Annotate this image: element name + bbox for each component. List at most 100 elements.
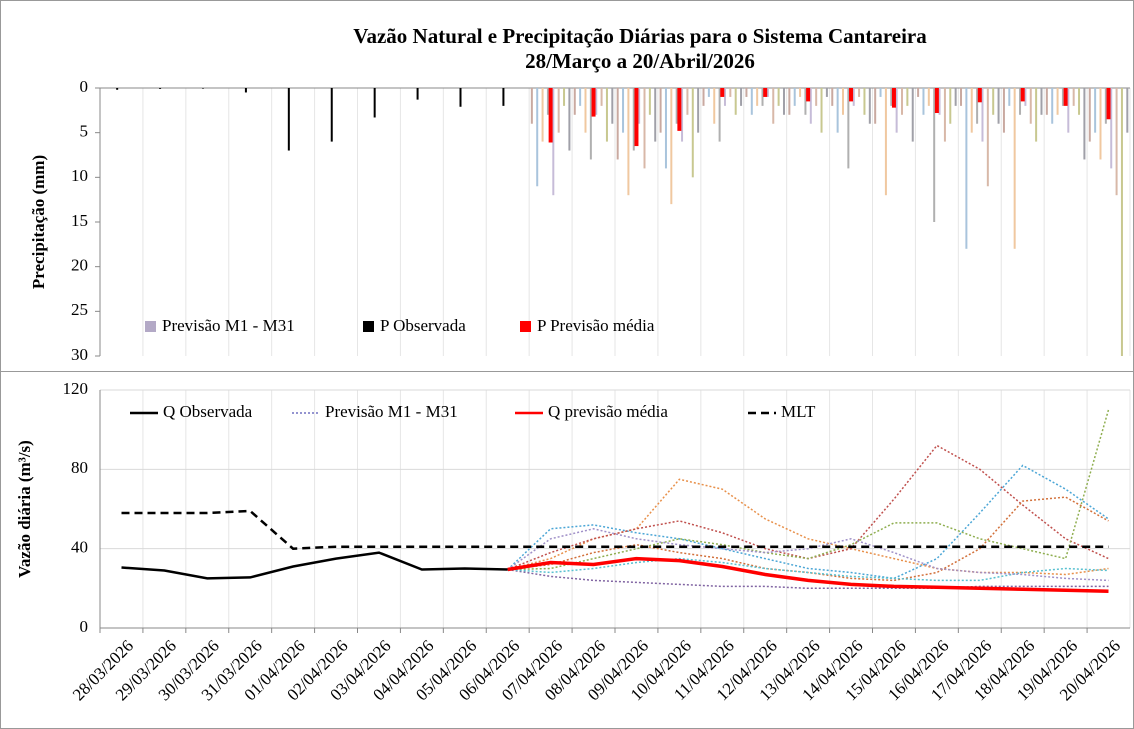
ensemble-line xyxy=(507,557,1109,582)
legend-swatch xyxy=(520,321,531,332)
ensemble-bar xyxy=(938,88,941,115)
ensemble-bar xyxy=(906,88,909,106)
ensemble-bar xyxy=(986,88,989,187)
ensemble-bar xyxy=(1024,88,1027,106)
ensemble-bar xyxy=(874,88,877,124)
observed-bar xyxy=(416,88,419,100)
ensemble-bar xyxy=(858,88,861,97)
y-tick-label: 5 xyxy=(80,122,89,141)
ensemble-bar xyxy=(729,88,732,97)
ensemble-bar xyxy=(611,88,614,124)
ensemble-line xyxy=(507,496,1109,582)
ensemble-bar xyxy=(670,88,673,205)
ensemble-bar xyxy=(718,88,721,142)
ensemble-bar xyxy=(1104,88,1107,124)
mean-bar xyxy=(1063,88,1068,106)
series-line xyxy=(121,551,508,580)
ensemble-bar xyxy=(622,88,625,133)
ensemble-bar xyxy=(536,88,539,187)
observed-bar xyxy=(502,88,505,106)
ensemble-bar xyxy=(675,88,678,124)
mean-bar xyxy=(763,88,768,97)
observed-bar xyxy=(244,88,247,93)
legend-swatch xyxy=(363,321,374,332)
legend-label: Previsão M1 - M31 xyxy=(162,316,295,335)
ensemble-bar xyxy=(589,88,592,160)
legend-label: P Previsão média xyxy=(537,316,655,335)
ensemble-bar xyxy=(922,88,925,115)
y-tick-label: 30 xyxy=(71,345,88,364)
ensemble-bar xyxy=(654,88,657,142)
ensemble-bar xyxy=(600,88,603,106)
ensemble-bar xyxy=(890,88,893,106)
ensemble-bar xyxy=(686,88,689,115)
ensemble-line xyxy=(507,568,1109,590)
ensemble-bar xyxy=(1088,88,1091,142)
y-tick-label: 15 xyxy=(71,211,88,230)
ensemble-bar xyxy=(799,88,802,97)
ensemble-bar xyxy=(1083,88,1086,160)
ensemble-bar xyxy=(1078,88,1081,115)
legend-label: Q Observada xyxy=(163,402,253,421)
legend-swatch xyxy=(145,321,156,332)
ensemble-bar xyxy=(1056,88,1059,115)
ensemble-bar xyxy=(632,88,635,151)
ensemble-bar xyxy=(772,88,775,124)
ensemble-bar xyxy=(960,88,963,106)
ensemble-line xyxy=(507,444,1109,571)
ensemble-bar xyxy=(820,88,823,133)
mean-bar xyxy=(1020,88,1025,102)
mean-bar xyxy=(849,88,854,102)
y-tick-label: 80 xyxy=(71,458,88,477)
ensemble-bar xyxy=(756,88,759,106)
ensemble-bar xyxy=(911,88,914,142)
y-tick-label: 0 xyxy=(80,617,89,636)
ensemble-bar xyxy=(847,88,850,169)
ensemble-bar xyxy=(761,88,764,106)
y-tick-label: 0 xyxy=(80,77,89,96)
ensemble-bar xyxy=(584,88,587,133)
ensemble-bar xyxy=(691,88,694,178)
ensemble-bar xyxy=(1019,88,1022,115)
ensemble-bar xyxy=(965,88,968,249)
ensemble-bar xyxy=(852,88,855,106)
ensemble-bar xyxy=(1051,88,1054,124)
observed-bar xyxy=(159,88,162,89)
ensemble-bar xyxy=(863,88,866,115)
ensemble-bar xyxy=(1029,88,1032,124)
ensemble-bar xyxy=(734,88,737,115)
ensemble-line xyxy=(507,464,1109,580)
ensemble-bar xyxy=(815,88,818,106)
y-tick-label: 120 xyxy=(63,379,89,398)
ensemble-bar xyxy=(530,88,533,124)
ensemble-bar xyxy=(541,88,544,142)
ensemble-bar xyxy=(1045,88,1048,115)
ensemble-bar xyxy=(1035,88,1038,142)
ensemble-bar xyxy=(1040,88,1043,115)
ensemble-bar xyxy=(573,88,576,115)
observed-bar xyxy=(202,88,204,89)
ensemble-bar xyxy=(702,88,705,106)
ensemble-bar xyxy=(917,88,920,97)
y-tick-label: 25 xyxy=(71,300,88,319)
y-tick-label: 10 xyxy=(71,166,88,185)
ensemble-bar xyxy=(976,88,979,124)
mean-bar xyxy=(591,88,596,117)
series-line xyxy=(121,509,1109,550)
legend-label: P Observada xyxy=(380,316,466,335)
ensemble-bar xyxy=(879,88,882,97)
ensemble-bar xyxy=(659,88,662,133)
ensemble-bar xyxy=(831,88,834,106)
ensemble-bar xyxy=(616,88,619,160)
ensemble-bar xyxy=(713,88,716,124)
legend-label: Q previsão média xyxy=(548,402,668,421)
ensemble-bar xyxy=(1120,88,1123,356)
ensemble-bar xyxy=(681,88,684,142)
ensemble-bar xyxy=(841,88,844,115)
ensemble-bar xyxy=(1115,88,1118,196)
legend-label: MLT xyxy=(781,402,816,421)
ensemble-bar xyxy=(552,88,555,196)
ensemble-bar xyxy=(1099,88,1102,160)
ensemble-bar xyxy=(664,88,667,169)
